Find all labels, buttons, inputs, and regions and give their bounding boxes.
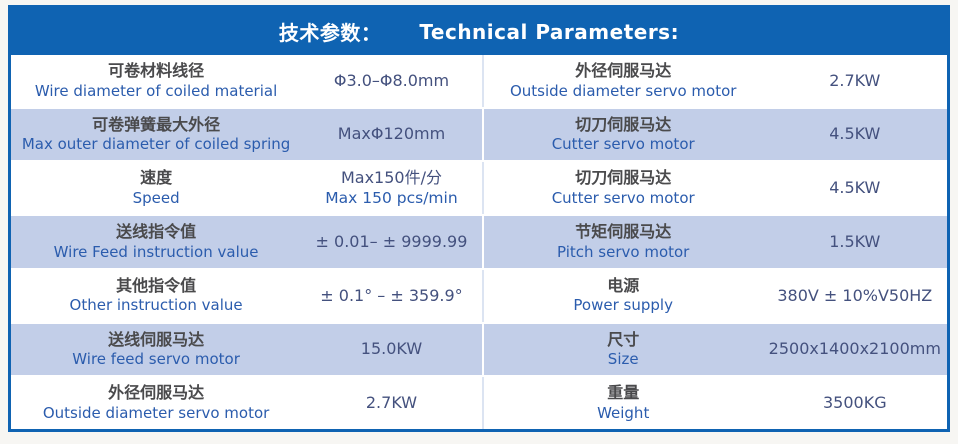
spec-value-right: 2.7KW [763,55,947,107]
param-value: 1.5KW [829,231,881,251]
param-value: 4.5KW [829,124,881,144]
spec-row: 速度 Speed Max150件/分 Max 150 pcs/min 切刀伺服马… [11,162,947,215]
param-name-zh: 切刀伺服马达 [575,114,672,134]
param-name-zh: 节矩伺服马达 [575,222,672,242]
spec-label-left: 其他指令值 Other instruction value [11,270,301,322]
param-name-en: Outside diameter servo motor [509,81,737,100]
spec-label-right: 切刀伺服马达 Cutter servo motor [481,162,763,215]
param-name-zh: 尺寸 [607,329,640,349]
param-name-en: Cutter servo motor [551,135,695,154]
spec-label-right: 尺寸 Size [481,323,763,376]
spec-value-right: 3500KG [763,377,947,429]
spec-value-left: 2.7KW [301,377,482,429]
param-value: Φ3.0–Φ8.0mm [333,70,450,90]
spec-label-right: 重量 Weight [481,377,763,430]
param-name-zh: 送线伺服马达 [108,329,205,349]
param-name-zh: 外径伺服马达 [575,61,672,81]
spec-label-left: 速度 Speed [11,162,301,214]
spec-value-left: ± 0.01– ± 9999.99 [301,216,482,268]
spec-label-left: 送线伺服马达 Wire feed servo motor [11,324,301,376]
param-value-en: Max 150 pcs/min [325,188,458,207]
header-title-en: Technical Parameters: [419,19,680,44]
param-name-zh: 外径伺服马达 [108,383,205,403]
spec-row: 送线指令值 Wire Feed instruction value ± 0.01… [11,214,947,270]
spec-label-right: 切刀伺服马达 Cutter servo motor [481,108,763,161]
spec-label-right: 节矩伺服马达 Pitch servo motor [481,216,763,268]
panel-header: 技术参数： Technical Parameters: [11,8,947,55]
param-name-en: Cutter servo motor [551,188,695,207]
spec-row: 外径伺服马达 Outside diameter servo motor 2.7K… [11,377,947,430]
param-name-en: Outside diameter servo motor [42,403,270,422]
spec-label-right: 外径伺服马达 Outside diameter servo motor [481,55,763,107]
param-value: MaxΦ120mm [337,124,446,144]
param-name-en: Other instruction value [69,296,243,315]
param-name-zh: 送线指令值 [116,222,197,242]
param-name-en: Power supply [573,296,673,315]
spec-label-left: 外径伺服马达 Outside diameter servo motor [11,377,301,429]
technical-parameters-panel: 技术参数： Technical Parameters: 可卷材料线径 Wire … [8,5,950,432]
spec-value-right: 1.5KW [763,216,947,268]
param-value: 3500KG [822,392,887,412]
param-value: 2.7KW [365,392,418,412]
spec-value-left: Φ3.0–Φ8.0mm [301,55,482,107]
param-name-zh: 可卷弹簧最大外径 [92,114,221,134]
spec-table-body: 可卷材料线径 Wire diameter of coiled material … [11,55,947,430]
spec-value-left: Max150件/分 Max 150 pcs/min [301,162,482,214]
spec-value-left: ± 0.1° – ± 359.9° [301,270,482,322]
param-name-zh: 可卷材料线径 [108,61,205,81]
param-value: 4.5KW [829,178,881,198]
spec-value-right: 380V ± 10%V50HZ [763,270,947,322]
spec-value-right: 4.5KW [763,162,947,214]
param-name-zh: 切刀伺服马达 [575,168,672,188]
param-name-zh: 速度 [140,168,173,188]
param-value: 380V ± 10%V50HZ [777,285,933,305]
param-name-zh: 其他指令值 [116,275,197,295]
spec-value-right: 4.5KW [763,109,947,161]
param-value: Max150件/分 [340,168,442,188]
param-value: ± 0.1° – ± 359.9° [320,285,463,305]
spec-value-left: MaxΦ120mm [301,109,482,161]
param-name-en: Speed [132,188,180,207]
spec-row: 可卷弹簧最大外径 Max outer diameter of coiled sp… [11,106,947,163]
spec-label-left: 可卷弹簧最大外径 Max outer diameter of coiled sp… [11,109,301,161]
param-name-zh: 重量 [607,383,640,403]
param-name-en: Weight [597,403,650,422]
param-value: 2.7KW [829,70,881,90]
spec-row: 送线伺服马达 Wire feed servo motor 15.0KW 尺寸 S… [11,321,947,378]
spec-value-left: 15.0KW [301,324,482,376]
param-name-en: Wire Feed instruction value [53,242,259,261]
spec-row: 可卷材料线径 Wire diameter of coiled material … [11,55,947,107]
param-value: ± 0.01– ± 9999.99 [315,231,468,251]
param-name-zh: 电源 [607,275,640,295]
param-name-en: Wire diameter of coiled material [34,81,278,100]
header-title-zh: 技术参数： [278,21,382,45]
spec-value-right: 2500x1400x2100mm [763,324,947,376]
spec-label-left: 可卷材料线径 Wire diameter of coiled material [11,55,301,107]
spec-row: 其他指令值 Other instruction value ± 0.1° – ±… [11,269,947,322]
param-name-en: Size [607,350,639,369]
param-name-en: Wire feed servo motor [72,350,240,369]
spec-label-right: 电源 Power supply [481,269,763,322]
param-name-en: Pitch servo motor [557,242,690,261]
param-name-en: Max outer diameter of coiled spring [21,135,291,154]
param-value: 2500x1400x2100mm [768,339,941,359]
spec-label-left: 送线指令值 Wire Feed instruction value [11,216,301,268]
param-value: 15.0KW [360,339,423,359]
